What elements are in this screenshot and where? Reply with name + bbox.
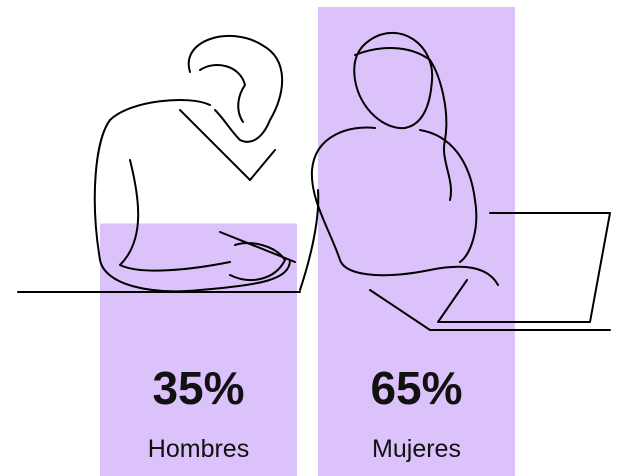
category-label: Hombres: [148, 435, 249, 463]
value-label: 35%: [152, 362, 244, 414]
chart: 35% Hombres 65% Mujeres: [0, 0, 617, 476]
category-label: Mujeres: [372, 435, 461, 463]
value-label: 65%: [370, 362, 462, 414]
